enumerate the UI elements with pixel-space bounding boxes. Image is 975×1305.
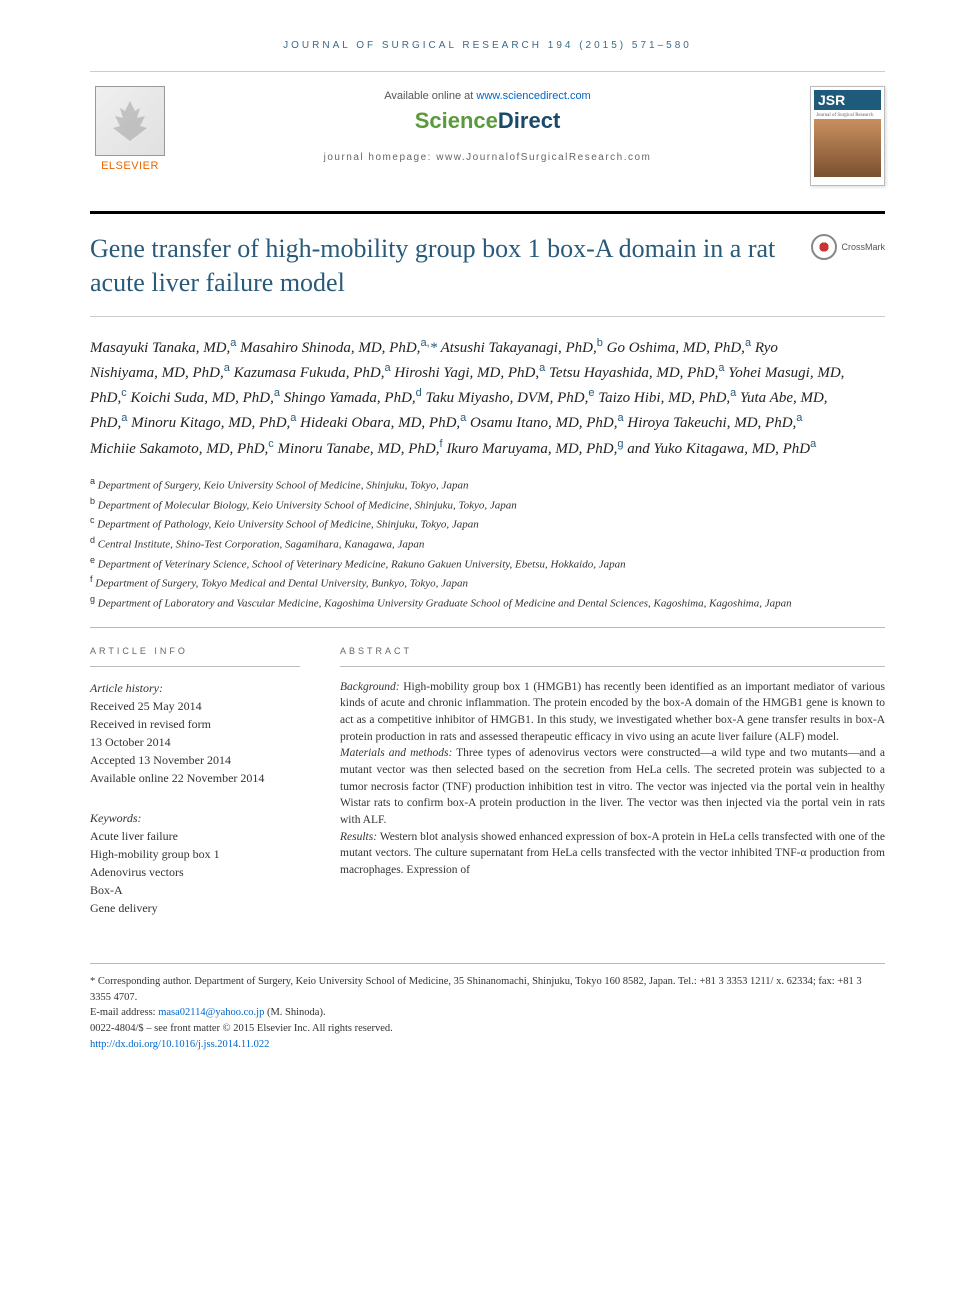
methods-label: Materials and methods: — [340, 747, 452, 759]
email-suffix: (M. Shinoda). — [264, 1007, 325, 1018]
sciencedirect-logo[interactable]: ScienceDirect — [190, 108, 785, 134]
keyword-line: Adenovirus vectors — [90, 865, 184, 879]
history-line: Available online 22 November 2014 — [90, 771, 264, 785]
affiliation-line: e Department of Veterinary Science, Scho… — [90, 554, 885, 574]
background-text: High-mobility group box 1 (HMGB1) has re… — [340, 681, 885, 743]
header-container: ELSEVIER Available online at www.science… — [90, 71, 885, 211]
elsevier-tree-icon — [95, 86, 165, 156]
abstract-column: ABSTRACT Background: High-mobility group… — [340, 646, 885, 939]
keyword-line: Acute liver failure — [90, 829, 178, 843]
history-line: 13 October 2014 — [90, 735, 171, 749]
sd-science: Science — [415, 108, 498, 133]
sciencedirect-url[interactable]: www.sciencedirect.com — [476, 90, 590, 102]
cover-image — [814, 119, 881, 177]
elsevier-logo[interactable]: ELSEVIER — [90, 86, 170, 172]
background-label: Background: — [340, 681, 400, 693]
abstract-label: ABSTRACT — [340, 646, 885, 667]
content-row: ARTICLE INFO Article history: Received 2… — [90, 628, 885, 939]
homepage-text: journal homepage: www.JournalofSurgicalR… — [190, 152, 785, 163]
email-line: E-mail address: masa02114@yahoo.co.jp (M… — [90, 1005, 885, 1021]
doi-line: http://dx.doi.org/10.1016/j.jss.2014.11.… — [90, 1037, 885, 1053]
results-label: Results: — [340, 831, 377, 843]
crossmark-badge[interactable]: CrossMark — [811, 234, 885, 260]
article-title: Gene transfer of high-mobility group box… — [90, 232, 885, 300]
available-label: Available online at — [384, 90, 476, 102]
doi-link[interactable]: http://dx.doi.org/10.1016/j.jss.2014.11.… — [90, 1039, 269, 1050]
article-history-block: Article history: Received 25 May 2014 Rec… — [90, 679, 300, 787]
affiliation-line: f Department of Surgery, Tokyo Medical a… — [90, 573, 885, 593]
keyword-line: Gene delivery — [90, 901, 158, 915]
article-info-column: ARTICLE INFO Article history: Received 2… — [90, 646, 300, 939]
issn-line: 0022-4804/$ – see front matter © 2015 El… — [90, 1021, 885, 1037]
cover-subtitle: Journal of Surgical Research — [814, 112, 881, 119]
history-title: Article history: — [90, 681, 163, 695]
keyword-line: High-mobility group box 1 — [90, 847, 220, 861]
keyword-line: Box-A — [90, 883, 123, 897]
elsevier-name: ELSEVIER — [90, 160, 170, 172]
corresponding-author: * Corresponding author. Department of Su… — [90, 974, 885, 1006]
homepage-label: journal homepage: — [324, 152, 437, 163]
results-text: Western blot analysis showed enhanced ex… — [340, 831, 885, 876]
history-line: Accepted 13 November 2014 — [90, 753, 231, 767]
available-online-text: Available online at www.sciencedirect.co… — [190, 90, 785, 102]
header-center: Available online at www.sciencedirect.co… — [90, 90, 885, 163]
crossmark-icon — [811, 234, 837, 260]
title-section: Gene transfer of high-mobility group box… — [90, 211, 885, 317]
affiliation-line: a Department of Surgery, Keio University… — [90, 475, 885, 495]
authors-list: Masayuki Tanaka, MD,a Masahiro Shinoda, … — [90, 317, 885, 475]
affiliations-list: a Department of Surgery, Keio University… — [90, 475, 885, 628]
footer-section: * Corresponding author. Department of Su… — [90, 963, 885, 1053]
history-line: Received 25 May 2014 — [90, 699, 202, 713]
sd-direct: Direct — [498, 108, 560, 133]
email-link[interactable]: masa02114@yahoo.co.jp — [158, 1007, 264, 1018]
abstract-text: Background: High-mobility group box 1 (H… — [340, 679, 885, 879]
affiliation-line: g Department of Laboratory and Vascular … — [90, 593, 885, 613]
affiliation-line: d Central Institute, Shino-Test Corporat… — [90, 534, 885, 554]
affiliation-line: b Department of Molecular Biology, Keio … — [90, 495, 885, 515]
history-line: Received in revised form — [90, 717, 211, 731]
crossmark-text: CrossMark — [841, 242, 885, 252]
cover-jsr-label: JSR — [814, 90, 881, 110]
keywords-block: Keywords: Acute liver failure High-mobili… — [90, 809, 300, 917]
affiliation-line: c Department of Pathology, Keio Universi… — [90, 514, 885, 534]
email-label: E-mail address: — [90, 1007, 158, 1018]
journal-cover-thumbnail[interactable]: JSR Journal of Surgical Research — [810, 86, 885, 186]
keywords-title: Keywords: — [90, 811, 142, 825]
journal-header: JOURNAL OF SURGICAL RESEARCH 194 (2015) … — [90, 40, 885, 51]
article-info-label: ARTICLE INFO — [90, 646, 300, 667]
homepage-url[interactable]: www.JournalofSurgicalResearch.com — [436, 152, 651, 163]
